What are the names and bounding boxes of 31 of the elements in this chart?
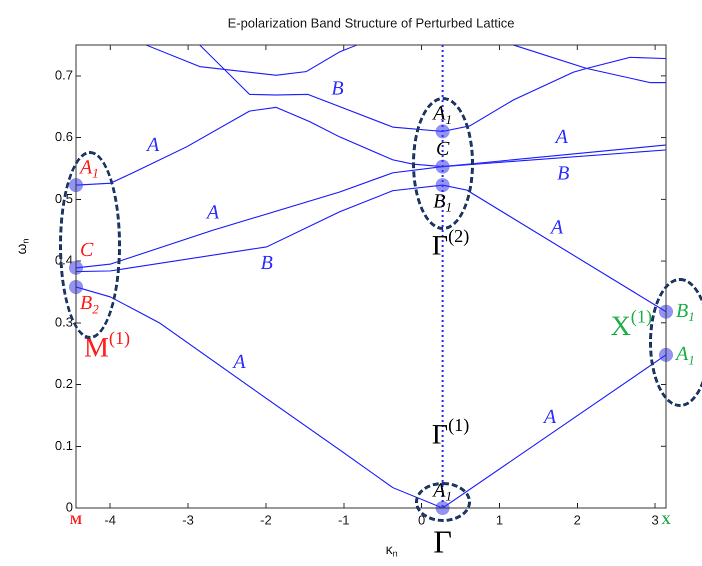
- y-tick-label: 0.6: [54, 129, 73, 144]
- y-tick-label: 0.1: [54, 438, 73, 453]
- ref-line-label: Γ: [433, 523, 452, 560]
- y-tick-label: 0.7: [54, 67, 73, 82]
- x-tick-label: -2: [260, 512, 272, 528]
- annotation: C: [436, 138, 450, 160]
- x-tick-label: 1: [496, 512, 504, 528]
- chart-title: E-polarization Band Structure of Perturbed Lattice: [228, 16, 514, 31]
- annotation: B: [557, 162, 570, 185]
- annotation: C: [80, 239, 94, 262]
- annotation: A: [204, 201, 220, 224]
- annotation: B: [260, 252, 273, 274]
- annotation: A: [554, 126, 569, 148]
- y-tick-label: 0: [66, 500, 73, 515]
- y-tick-label: 0.3: [54, 314, 73, 330]
- x-tick-label: -1: [338, 512, 350, 528]
- annotation: A: [144, 134, 160, 156]
- y-tick-label: 0.2: [54, 376, 73, 392]
- y-tick-label: 0.5: [54, 190, 73, 206]
- x-tick-label: X: [661, 512, 672, 528]
- x-tick-label: 3: [651, 512, 659, 528]
- x-tick-label: -3: [182, 512, 194, 528]
- x-tick-label: 2: [574, 512, 581, 528]
- y-axis-title: ωn: [12, 238, 31, 254]
- x-tick-label: -4: [104, 512, 116, 528]
- annotation: A: [542, 406, 557, 428]
- x-tick-label: M: [70, 512, 82, 528]
- annotation: B: [331, 77, 344, 100]
- x-tick-label: 0: [418, 512, 426, 528]
- annotation: A: [231, 350, 246, 373]
- annotation: A: [548, 216, 564, 238]
